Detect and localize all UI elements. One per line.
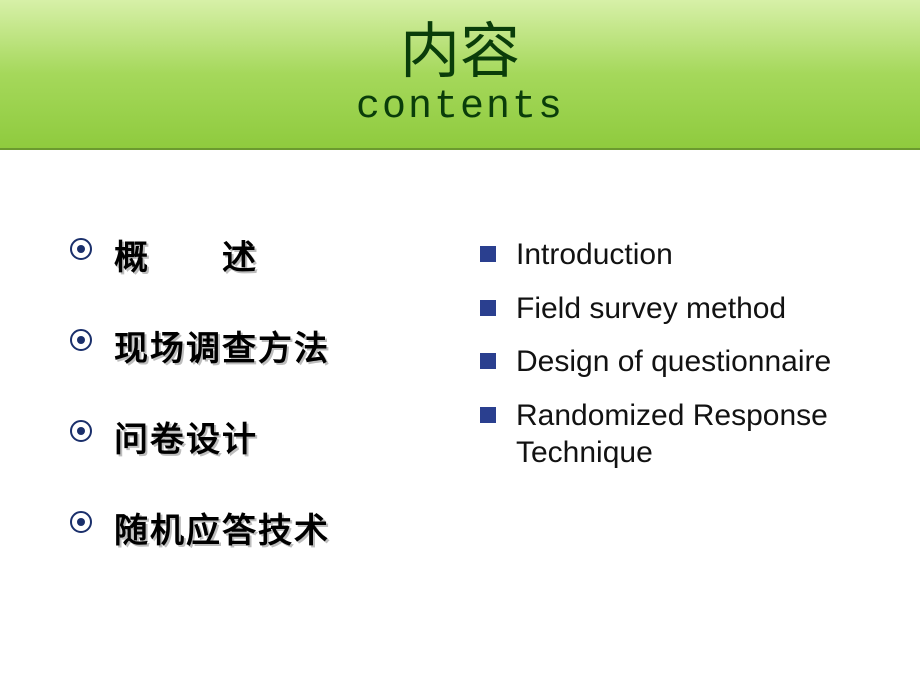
target-bullet-icon [70,238,92,260]
list-item: Randomized Response Technique [480,397,880,472]
list-item: 现场调查方法 [70,321,470,370]
square-bullet-icon [480,353,496,369]
header-banner: 内容 contents [0,0,920,150]
title-english: contents [356,85,564,130]
list-item-label: 现场调查方法 [114,321,330,370]
content-area: 概 述 现场调查方法 问卷设计 随机应答技术 Introduction Fiel… [0,150,920,594]
list-item: 随机应答技术 [70,503,470,552]
target-bullet-icon [70,511,92,533]
list-item-label: 问卷设计 [114,412,258,461]
list-item: Introduction [480,236,880,274]
square-bullet-icon [480,300,496,316]
list-item-label: Field survey method [516,290,786,328]
list-item: 问卷设计 [70,412,470,461]
right-column: Introduction Field survey method Design … [470,230,880,594]
list-item: Design of questionnaire [480,343,880,381]
list-item-label: 随机应答技术 [114,503,330,552]
list-item-label: Randomized Response Technique [516,397,880,472]
target-bullet-icon [70,329,92,351]
list-item-label: Introduction [516,236,673,274]
square-bullet-icon [480,407,496,423]
left-column: 概 述 现场调查方法 问卷设计 随机应答技术 [70,230,470,594]
target-bullet-icon [70,420,92,442]
list-item-label: 概 述 [114,230,258,279]
list-item: 概 述 [70,230,470,279]
title-chinese: 内容 [400,19,520,85]
list-item: Field survey method [480,290,880,328]
square-bullet-icon [480,246,496,262]
list-item-label: Design of questionnaire [516,343,831,381]
